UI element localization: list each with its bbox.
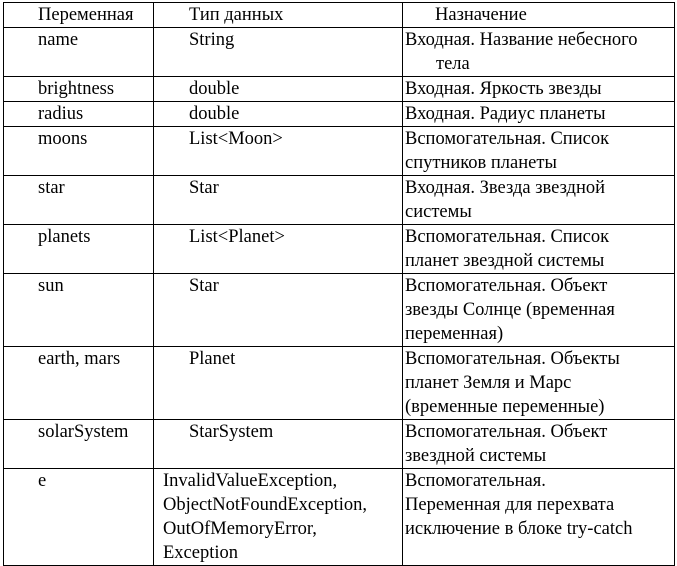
cell-variable: radius: [3, 101, 154, 127]
cell-purpose: Входная. Радиус планеты: [402, 101, 675, 127]
cell-purpose: Входная. Название небесного тела: [402, 27, 675, 77]
variable-name: planets: [38, 227, 91, 247]
purpose-line: звездной системы: [405, 446, 547, 466]
cell-purpose: Вспомогательная. Объект звездной системы: [402, 419, 675, 469]
cell-variable: solarSystem: [3, 419, 154, 469]
cell-variable: brightness: [3, 76, 154, 102]
purpose-line: системы: [405, 202, 472, 222]
cell-type: double: [153, 101, 403, 127]
variable-name: earth, mars: [38, 349, 121, 369]
header-purpose: Назначение: [402, 2, 675, 28]
purpose-line: Входная. Звезда звездной: [405, 178, 606, 198]
cell-type: InvalidValueException, ObjectNotFoundExce…: [153, 468, 403, 566]
cell-purpose: Вспомогательная. Список спутников планеты: [402, 126, 675, 176]
cell-type: String: [153, 27, 403, 77]
purpose-line: Входная. Название небесного: [405, 30, 638, 50]
type-line: InvalidValueException,: [163, 471, 338, 491]
cell-variable: planets: [3, 224, 154, 274]
table-row: name String Входная. Название небесного тел…: [3, 27, 675, 77]
purpose-line: (временные переменные): [405, 397, 605, 417]
table-row: brightness double Входная. Яркость звезды: [3, 76, 675, 102]
cell-type: StarSystem: [153, 419, 403, 469]
table-row: star Star Входная. Звезда звездной системы: [3, 175, 675, 225]
table-row: radius double Входная. Радиус планеты: [3, 101, 675, 127]
table-row: moons List<Moon> Вспомогательная. Список сп…: [3, 126, 675, 176]
variable-name: star: [38, 178, 65, 198]
header-type: Тип данных: [153, 2, 403, 28]
purpose-line: Вспомогательная. Список: [405, 227, 610, 247]
purpose-line: Входная. Яркость звезды: [405, 79, 602, 99]
variable-name: radius: [38, 104, 84, 124]
cell-type: List<Moon>: [153, 126, 403, 176]
cell-type: Planet: [153, 346, 403, 420]
variable-name: sun: [38, 276, 64, 296]
type-line: double: [189, 79, 240, 99]
purpose-line: Вспомогательная.: [405, 471, 546, 491]
purpose-line: тела: [436, 54, 470, 74]
purpose-line: Вспомогательная. Список: [405, 129, 610, 149]
type-line: List<Moon>: [189, 129, 283, 149]
type-line: Star: [189, 178, 219, 198]
cell-type: List<Planet>: [153, 224, 403, 274]
variable-name: moons: [38, 129, 88, 149]
cell-purpose: Вспомогательная. Переменная для перехвата…: [402, 468, 675, 566]
cell-variable: name: [3, 27, 154, 77]
purpose-line: Вспомогательная. Объект: [405, 276, 608, 296]
type-line: Exception: [163, 543, 239, 563]
type-line: String: [189, 30, 235, 50]
table-row: solarSystem StarSystem Вспомогательная. Об…: [3, 419, 675, 469]
purpose-line: планет Земля и Марс: [405, 373, 572, 393]
header-row: Переменная Тип данных Назначение: [3, 2, 675, 28]
type-line: double: [189, 104, 240, 124]
type-line: StarSystem: [189, 422, 274, 442]
purpose-line: исключение в блоке try-catch: [405, 519, 633, 539]
cell-purpose: Вспомогательная. Список планет звездной с…: [402, 224, 675, 274]
cell-variable: e: [3, 468, 154, 566]
cell-variable: sun: [3, 273, 154, 347]
type-line: Star: [189, 276, 219, 296]
purpose-line: планет звездной системы: [405, 251, 605, 271]
table-row: planets List<Planet> Вспомогательная. Спис…: [3, 224, 675, 274]
cell-purpose: Входная. Яркость звезды: [402, 76, 675, 102]
cell-type: double: [153, 76, 403, 102]
cell-type: Star: [153, 273, 403, 347]
table-row: earth, mars Planet Вспомогательная. Объект…: [3, 346, 675, 420]
purpose-line: Вспомогательная. Объекты: [405, 349, 620, 369]
table-row: e InvalidValueException, ObjectNotFoundExc…: [3, 468, 675, 566]
variable-name: brightness: [38, 79, 115, 99]
type-line: OutOfMemoryError,: [163, 519, 317, 539]
cell-variable: star: [3, 175, 154, 225]
variables-table: Переменная Тип данных Назначение name Str…: [3, 2, 675, 566]
variable-name: name: [38, 30, 79, 50]
cell-type: Star: [153, 175, 403, 225]
purpose-line: спутников планеты: [405, 153, 557, 173]
purpose-line: Вспомогательная. Объект: [405, 422, 608, 442]
cell-purpose: Входная. Звезда звездной системы: [402, 175, 675, 225]
cell-purpose: Вспомогательная. Объекты планет Земля и М…: [402, 346, 675, 420]
purpose-line: звезды Солнце (временная: [405, 300, 615, 320]
cell-purpose: Вспомогательная. Объект звезды Солнце (вр…: [402, 273, 675, 347]
table-row: sun Star Вспомогательная. Объект звезды Сол…: [3, 273, 675, 347]
type-line: ObjectNotFoundException,: [163, 495, 367, 515]
variable-name: e: [38, 471, 47, 491]
purpose-line: переменная): [405, 324, 504, 344]
cell-variable: moons: [3, 126, 154, 176]
header-variable: Переменная: [3, 2, 154, 28]
variable-name: solarSystem: [38, 422, 129, 442]
purpose-line: Входная. Радиус планеты: [405, 104, 606, 124]
purpose-line: Переменная для перехвата: [405, 495, 615, 515]
cell-variable: earth, mars: [3, 346, 154, 420]
type-line: Planet: [189, 349, 236, 369]
type-line: List<Planet>: [189, 227, 285, 247]
